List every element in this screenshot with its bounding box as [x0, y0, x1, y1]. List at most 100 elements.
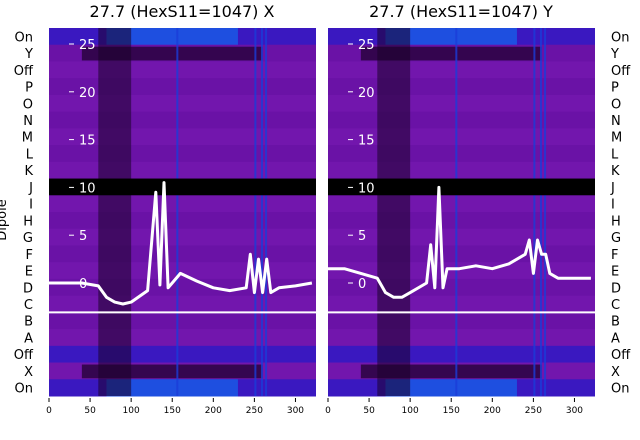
heatmap-row [49, 61, 316, 79]
heatmap-body [49, 28, 316, 397]
x-tick-label: 150 [443, 406, 460, 416]
overlay-y-tick-label: 5 [358, 229, 366, 244]
row-label: D [23, 281, 33, 296]
x-tick-label: 100 [123, 406, 140, 416]
heatmap-blue-column [260, 28, 263, 396]
row-label: Off [14, 64, 34, 79]
row-label: C [24, 298, 33, 313]
overlay-y-tick-label: 0 [358, 277, 366, 292]
row-label: F [611, 248, 618, 263]
heatmap-row [49, 212, 316, 230]
heatmap-row [328, 245, 595, 263]
row-label: N [23, 114, 33, 129]
heatmap-row [328, 61, 595, 79]
heatmap-row [49, 278, 316, 297]
heatmap-row [328, 212, 595, 230]
heatmap-blue-column [544, 28, 547, 396]
row-label: Y [610, 47, 619, 62]
heatmap-row [49, 228, 316, 246]
overlay-line [328, 185, 591, 299]
heatmap-row [328, 295, 595, 313]
row-label: K [611, 164, 620, 179]
heatmap-blue-band [106, 28, 238, 46]
x-tick-label: 150 [164, 406, 181, 416]
heatmap-row [328, 111, 595, 129]
x-tick-label: 250 [246, 406, 263, 416]
x-tick-label: 50 [363, 406, 375, 416]
heatmap-row [328, 161, 595, 180]
heatmap-row [49, 329, 316, 347]
heatmap-blue-column [539, 28, 542, 396]
row-label: F [26, 248, 33, 263]
row-label: Y [24, 47, 33, 62]
row-label: E [25, 265, 33, 280]
row-label: C [611, 298, 620, 313]
row-label: A [611, 331, 620, 346]
row-label: O [23, 97, 33, 112]
overlay-y-tick-label: 20 [358, 86, 375, 101]
heatmap-row [49, 345, 316, 364]
row-label: B [24, 315, 33, 330]
row-label: H [23, 214, 33, 229]
heatmap-black-row [328, 178, 595, 196]
heatmap-row [328, 312, 595, 330]
heatmap-blue-column [455, 28, 458, 396]
row-label: On [611, 30, 629, 45]
heatmap-row [49, 111, 316, 129]
row-label: I [29, 198, 33, 213]
heatmap-row [49, 295, 316, 313]
row-label: On [611, 382, 629, 397]
heatmap-panel-y: 27.7 (HexS11=1047) Y On Y Off PONMLKJIHGFED… [325, 2, 631, 416]
row-label: J [610, 181, 615, 196]
row-label: B [611, 315, 620, 330]
heatmap-row [49, 245, 316, 263]
row-label: P [25, 81, 33, 96]
x-tick-label: 50 [84, 406, 96, 416]
row-label: M [22, 131, 33, 146]
overlay-y-tick-label: 10 [79, 181, 96, 196]
overlay-y-tick-label: 15 [358, 134, 375, 149]
heatmap-row [328, 329, 595, 347]
heatmap-black-row [49, 178, 316, 196]
row-label: P [611, 81, 619, 96]
overlay-y-tick-label: 10 [358, 181, 375, 196]
y-axis-label: Dipole [0, 199, 10, 240]
x-tick-label: 300 [287, 406, 304, 416]
overlay-y-tick-label: 20 [79, 86, 96, 101]
row-label: G [23, 231, 33, 246]
heatmap-row [328, 228, 595, 246]
heatmap-row [49, 262, 316, 280]
x-axis: 0 50 100 150 200 250 300 [325, 398, 583, 416]
row-label: J [28, 181, 33, 196]
heatmap-row [49, 195, 316, 213]
heatmap-row [49, 161, 316, 180]
x-tick-label: 100 [402, 406, 419, 416]
row-label: O [611, 97, 621, 112]
chart-title: 27.7 (HexS11=1047) X [90, 2, 275, 21]
row-label: Off [611, 64, 631, 79]
heatmap-blue-band [385, 379, 517, 397]
x-tick-label: 200 [205, 406, 222, 416]
heatmap-blue-column [254, 28, 257, 396]
row-label: K [24, 164, 33, 179]
x-tick-label: 300 [566, 406, 583, 416]
heatmap-blue-column [533, 28, 536, 396]
row-label: On [15, 382, 33, 397]
row-label: E [611, 265, 619, 280]
heatmap-dark-column [98, 28, 132, 396]
heatmap-blue-column [176, 28, 179, 396]
heatmap-blue-band [385, 28, 517, 46]
row-label: Off [611, 348, 631, 363]
heatmap-blue-band [106, 379, 238, 397]
overlay-y-tick-label: 25 [79, 38, 96, 53]
row-label: X [24, 365, 33, 380]
row-label: X [611, 365, 620, 380]
x-tick-label: 0 [46, 406, 52, 416]
x-tick-label: 0 [325, 406, 331, 416]
row-label: Off [14, 348, 34, 363]
